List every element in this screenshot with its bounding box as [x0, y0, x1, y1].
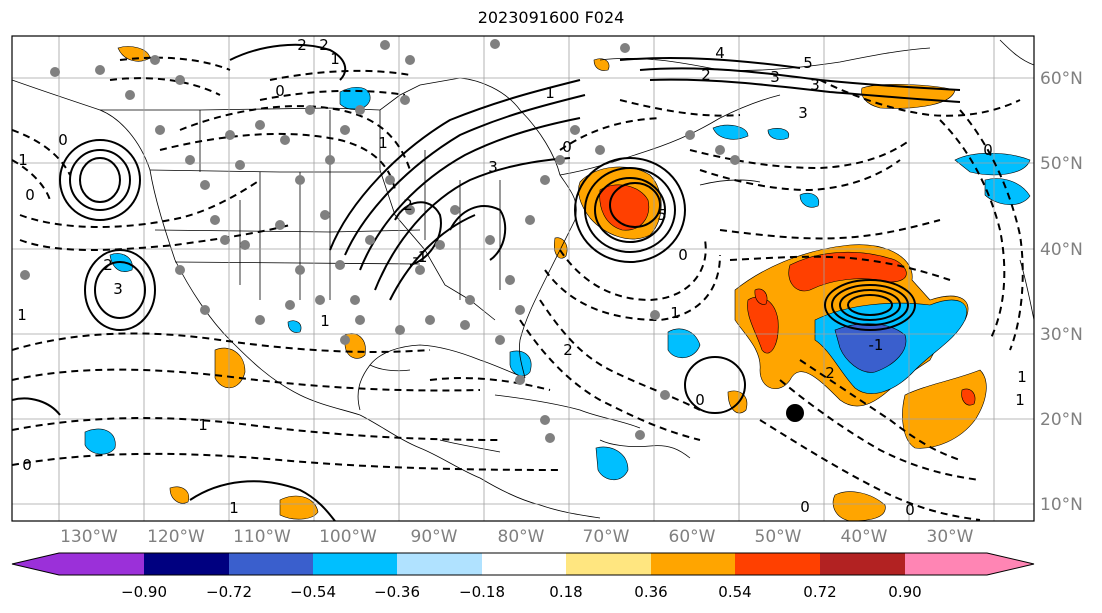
contour-label: 0 — [275, 82, 285, 100]
contour-label: 1 — [1017, 368, 1027, 386]
contour-label: 1 — [229, 499, 239, 517]
contour-label: 1 — [1015, 391, 1025, 409]
contour-label: -1 — [413, 248, 428, 266]
lon-label: 50°W — [755, 527, 802, 547]
station-dots — [20, 39, 740, 443]
contour-label: 2 — [563, 341, 573, 359]
colorbar-segment — [651, 553, 735, 575]
lon-label: 60°W — [669, 527, 716, 547]
colorbar-tick: −0.90 — [121, 583, 167, 601]
contour-labels: 2 1 2 2 0 4 5 2 3 3 3 0 0 1 0 3 1 3 2 1 … — [17, 36, 1027, 519]
colorbar-tick: 0.72 — [803, 583, 836, 601]
colorbar-segment — [229, 553, 313, 575]
colorbar-tick: −0.72 — [206, 583, 252, 601]
contour-label: 1 — [198, 416, 208, 434]
colorbar-outline — [11, 552, 1035, 576]
lon-label: 70°W — [583, 527, 630, 547]
colorbar-tick: −0.36 — [374, 583, 420, 601]
contour-label: 2 — [825, 364, 835, 382]
colorbar-ticks: −0.90 −0.72 −0.54 −0.36 −0.18 0.18 0.36 … — [121, 583, 922, 601]
colorbar-segment — [59, 553, 144, 575]
latitude-labels: 10°N 20°N 30°N 40°N 50°N 60°N — [1040, 69, 1083, 515]
colorbar-segment — [144, 553, 229, 575]
contour-label: 2 — [403, 196, 413, 214]
lat-label: 40°N — [1040, 240, 1083, 260]
contour-label: 2 — [297, 36, 307, 54]
contour-label: 3 — [810, 76, 820, 94]
colorbar-arrow-right — [987, 553, 1034, 575]
blue-region-atlantic — [834, 323, 907, 373]
lon-label: 100°W — [319, 527, 377, 547]
contour-label: 0 — [562, 138, 572, 156]
colorbar-tick: −0.18 — [459, 583, 505, 601]
contour-label: 3 — [113, 280, 123, 298]
contour-label: 3 — [770, 68, 780, 86]
contour-label: 3 — [488, 158, 498, 176]
dashed-contours — [12, 56, 1024, 521]
lat-label: 10°N — [1040, 495, 1083, 515]
lat-label: 20°N — [1040, 410, 1083, 430]
colorbar-segment — [905, 553, 987, 575]
lon-label: 130°W — [60, 527, 118, 547]
colorbar-tick: 0.18 — [549, 583, 582, 601]
colorbar-arrow-left — [12, 553, 59, 575]
colorbar-tick: 0.90 — [888, 583, 921, 601]
colorbar-tick: 0.36 — [634, 583, 667, 601]
contour-label: 0 — [695, 391, 705, 409]
colorbar-segment — [397, 553, 482, 575]
contour-label: 0 — [58, 131, 68, 149]
contour-label: 2 — [319, 36, 329, 54]
longitude-labels: 130°W 120°W 110°W 100°W 90°W 80°W 70°W 6… — [60, 527, 974, 547]
colorbar-segment — [482, 553, 566, 575]
contour-label: 0 — [983, 141, 993, 159]
contour-label: 3 — [798, 104, 808, 122]
storm-marker — [786, 404, 804, 422]
contour-label: 1 — [378, 134, 388, 152]
lat-label: 30°N — [1040, 325, 1083, 345]
map-plot-area — [12, 36, 1034, 521]
contour-label: 2 — [701, 66, 711, 84]
contour-label: 0 — [678, 246, 688, 264]
contour-label: 5 — [803, 54, 813, 72]
contour-label: 1 — [330, 50, 340, 68]
map-title: 2023091600 F024 — [477, 8, 625, 27]
colorbar-segment — [735, 553, 820, 575]
lat-label: 60°N — [1040, 69, 1083, 89]
lon-label: 90°W — [411, 527, 458, 547]
contour-label: 0 — [905, 501, 915, 519]
lon-label: 110°W — [233, 527, 291, 547]
contour-label: 0 — [25, 186, 35, 204]
contour-label: 4 — [715, 44, 725, 62]
lon-label: 40°W — [841, 527, 888, 547]
contour-label: 1 — [17, 306, 27, 324]
colorbar-tick: 0.54 — [718, 583, 751, 601]
contour-label: 1 — [670, 304, 680, 322]
lon-label: 30°W — [927, 527, 974, 547]
colorbar-segment — [820, 553, 905, 575]
contour-label: 1 — [545, 84, 555, 102]
contour-label: 1 — [18, 151, 28, 169]
plot-frame — [11, 35, 1035, 522]
lon-label: 120°W — [147, 527, 205, 547]
lon-label: 80°W — [498, 527, 545, 547]
colorbar-segment — [313, 553, 397, 575]
contour-label: 1 — [320, 312, 330, 330]
contour-label: 0 — [22, 456, 32, 474]
contour-label: 2 — [103, 256, 113, 274]
colorbar: −0.90 −0.72 −0.54 −0.36 −0.18 0.18 0.36 … — [11, 552, 1035, 601]
colorbar-segment — [566, 553, 651, 575]
contour-label: 5 — [657, 206, 667, 224]
contour-label: -1 — [869, 336, 884, 354]
lat-label: 50°N — [1040, 154, 1083, 174]
contour-label: 0 — [800, 498, 810, 516]
colorbar-tick: −0.54 — [290, 583, 336, 601]
